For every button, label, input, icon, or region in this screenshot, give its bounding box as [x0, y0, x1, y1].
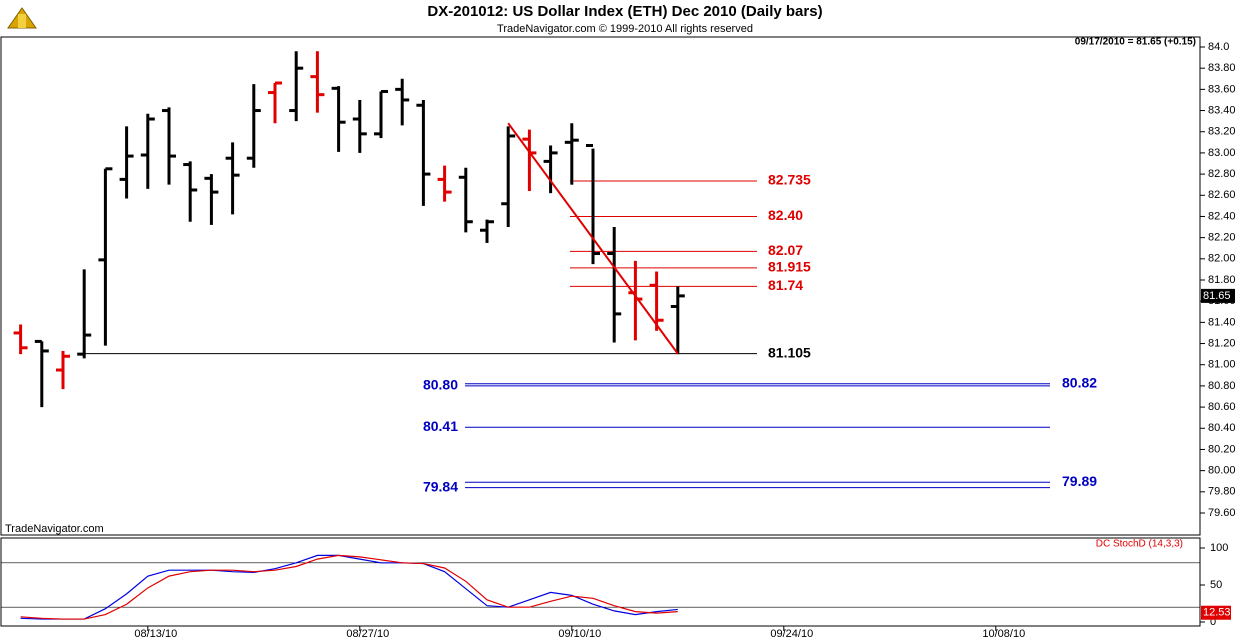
y-tick-label: 81.20: [1208, 337, 1236, 349]
stoch-line: [20, 554, 678, 620]
level-label: 82.40: [768, 207, 803, 223]
stoch-tick-label: 100: [1210, 542, 1228, 554]
x-tick-label: 09/10/10: [558, 628, 601, 640]
y-tick-label: 84.0: [1208, 41, 1229, 53]
level-label: 81.74: [768, 277, 803, 293]
y-tick-label: 80.00: [1208, 465, 1236, 477]
y-tick-label: 80.60: [1208, 401, 1236, 413]
level-label: 81.915: [768, 259, 811, 275]
y-tick-label: 83.80: [1208, 62, 1236, 74]
price-info: 09/17/2010 = 81.65 (+0.15): [1075, 37, 1196, 48]
last-price-box: [1201, 288, 1235, 303]
y-tick-label: 83.40: [1208, 104, 1236, 116]
watermark: TradeNavigator.com: [5, 523, 104, 535]
y-tick-label: 82.20: [1208, 232, 1236, 244]
x-tick-label: 08/13/10: [134, 628, 177, 640]
level-label: 79.84: [423, 478, 458, 494]
y-tick-label: 82.60: [1208, 189, 1236, 201]
stoch-last-label: 12.53: [1203, 607, 1231, 619]
y-tick-label: 83.60: [1208, 83, 1236, 95]
stoch-tick-label: 0: [1210, 616, 1216, 628]
x-tick-label: 08/27/10: [346, 628, 389, 640]
stoch-line: [20, 554, 678, 620]
indicator-label: DC StochD (14,3,3): [1096, 539, 1183, 550]
y-tick-label: 80.40: [1208, 422, 1236, 434]
level-label: 80.82: [1062, 374, 1097, 390]
y-tick-label: 83.00: [1208, 147, 1236, 159]
x-tick-label: 10/08/10: [982, 628, 1025, 640]
level-label: 82.735: [768, 172, 811, 188]
x-tick-label: 09/24/10: [770, 628, 813, 640]
level-label: 80.80: [423, 377, 458, 393]
y-tick-label: 81.40: [1208, 316, 1236, 328]
y-tick-label: 83.20: [1208, 126, 1236, 138]
level-label: 79.89: [1062, 473, 1097, 489]
level-label: 81.105: [768, 344, 811, 360]
last-price-label: 81.65: [1203, 290, 1231, 302]
chart-title: DX-201012: US Dollar Index (ETH) Dec 201…: [427, 3, 822, 20]
y-tick-label: 80.80: [1208, 380, 1236, 392]
y-tick-label: 81.00: [1208, 359, 1236, 371]
y-tick-label: 81.80: [1208, 274, 1236, 286]
trend-line: [507, 122, 679, 355]
chart-subtitle: TradeNavigator.com © 1999-2010 All right…: [497, 23, 753, 35]
price-panel: [0, 36, 1201, 536]
y-tick-label: 82.80: [1208, 168, 1236, 180]
level-label: 82.07: [768, 242, 803, 258]
y-tick-label: 79.60: [1208, 507, 1236, 519]
level-label: 80.41: [423, 418, 458, 434]
y-tick-label: 82.00: [1208, 253, 1236, 265]
logo: [7, 7, 37, 29]
stoch-last-box: [1201, 605, 1231, 620]
y-tick-label: 82.40: [1208, 210, 1236, 222]
y-tick-label: 80.20: [1208, 443, 1236, 455]
stoch-tick-label: 50: [1210, 579, 1222, 591]
stoch-panel: [0, 537, 1201, 627]
y-tick-label: 79.80: [1208, 486, 1236, 498]
